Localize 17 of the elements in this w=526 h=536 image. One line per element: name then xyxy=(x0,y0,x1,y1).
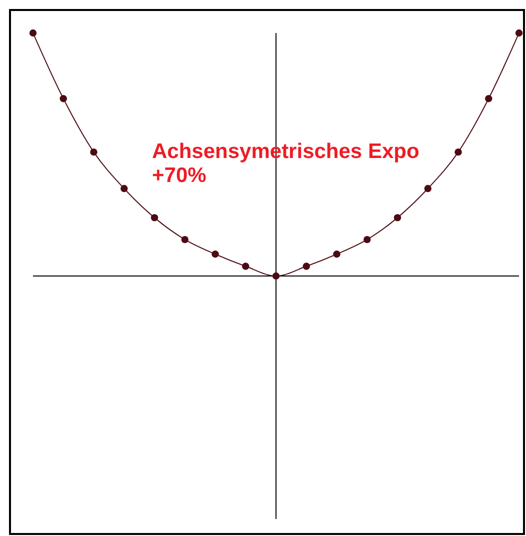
point xyxy=(120,184,128,192)
point xyxy=(515,29,523,37)
point xyxy=(212,250,219,258)
point xyxy=(272,272,280,280)
point xyxy=(364,236,371,244)
point xyxy=(333,250,340,258)
point xyxy=(29,29,37,37)
point xyxy=(454,148,462,156)
point xyxy=(90,148,98,156)
point xyxy=(485,95,492,102)
point xyxy=(394,214,402,222)
point xyxy=(242,262,250,270)
point xyxy=(60,95,67,102)
point xyxy=(424,184,432,192)
point xyxy=(302,262,310,270)
point xyxy=(181,236,188,244)
point xyxy=(150,214,158,222)
